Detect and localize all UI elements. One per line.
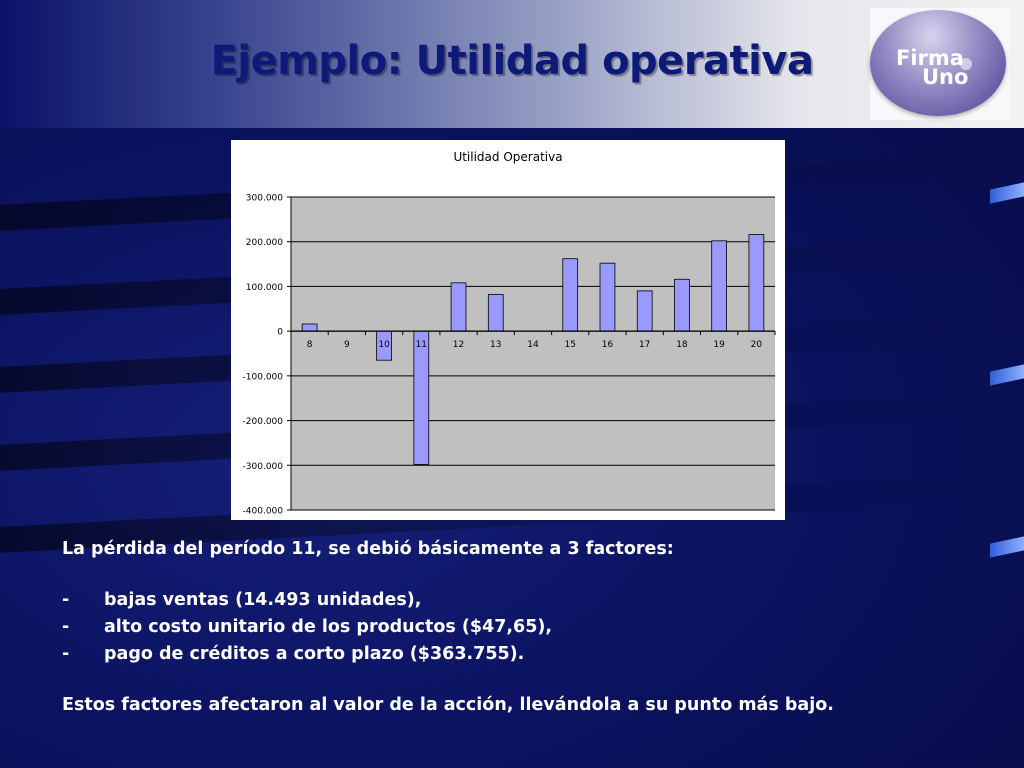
bullet-item: - bajas ventas (14.493 unidades),: [62, 587, 982, 614]
bar-19: [711, 240, 728, 332]
bullet-marker: -: [62, 617, 70, 637]
bullet-item: - pago de créditos a corto plazo ($363.75…: [62, 641, 982, 668]
x-tick-label: 16: [602, 340, 614, 350]
slide-header: Ejemplo: Utilidad operativa Firma Uno: [0, 0, 1024, 128]
bullet-marker: -: [62, 644, 70, 664]
y-tick-label: 100.000: [246, 283, 283, 293]
decorative-tab: [990, 182, 1024, 204]
firma-uno-logo: Firma Uno: [870, 8, 1010, 120]
x-tick-label: 19: [713, 340, 725, 350]
conclusion-text: Estos factores afectaron al valor de la …: [62, 695, 834, 715]
y-tick-label: 200.000: [246, 238, 283, 248]
slide-body: La pérdida del período 11, se debió bási…: [62, 536, 982, 719]
bar-18: [674, 278, 690, 332]
decorative-tab: [990, 536, 1024, 558]
y-tick-label: 0: [277, 328, 283, 338]
intro-text: La pérdida del período 11, se debió bási…: [62, 539, 674, 559]
x-tick-label: 8: [307, 340, 313, 350]
y-tick-label: -100.000: [243, 372, 284, 382]
x-tick-label: 9: [344, 340, 350, 350]
bar-17: [636, 290, 653, 332]
x-tick-label: 17: [639, 340, 650, 350]
x-tick-label: 14: [527, 340, 539, 350]
logo-sparkle: [960, 58, 972, 70]
x-tick-label: 10: [378, 340, 390, 350]
slide-title: Ejemplo: Utilidad operativa: [210, 38, 814, 84]
bullet-text: bajas ventas (14.493 unidades),: [104, 590, 422, 610]
bullet-text: pago de créditos a corto plazo ($363.755…: [104, 644, 525, 664]
bar-13: [487, 294, 504, 332]
decorative-tab: [990, 364, 1024, 386]
x-tick-label: 15: [565, 340, 576, 350]
chart-frame: Utilidad Operativa 300.000 200.000 100.000…: [231, 140, 785, 520]
x-tick-label: 18: [676, 340, 688, 350]
bar-8: [301, 323, 318, 332]
bar-15: [562, 258, 579, 332]
x-tick-label: 20: [751, 340, 763, 350]
y-tick-label: -200.000: [243, 417, 284, 427]
logo-oval: Firma Uno: [870, 10, 1006, 116]
plot-area: [291, 197, 775, 510]
bar-11: [413, 330, 430, 465]
y-tick-label: -300.000: [243, 462, 284, 472]
bar-20: [748, 234, 765, 332]
logo-text-line1: Firma: [896, 46, 964, 70]
x-tick-label: 12: [453, 340, 464, 350]
x-tick-label: 13: [490, 340, 501, 350]
x-tick-label: 11: [416, 340, 427, 350]
logo-text-line2: Uno: [922, 65, 969, 89]
bar-16: [599, 262, 616, 332]
bar-chart: 300.000 200.000 100.000 0 -100.000 -200.000 -3…: [243, 194, 776, 517]
y-tick-label: 300.000: [246, 194, 283, 204]
y-tick-label: -400.000: [243, 507, 284, 517]
bullet-text: alto costo unitario de los productos ($4…: [104, 617, 553, 637]
bullet-item: - alto costo unitario de los productos ($…: [62, 614, 982, 641]
bullet-marker: -: [62, 590, 70, 610]
chart-title: Utilidad Operativa: [453, 150, 563, 164]
bar-12: [450, 282, 467, 332]
